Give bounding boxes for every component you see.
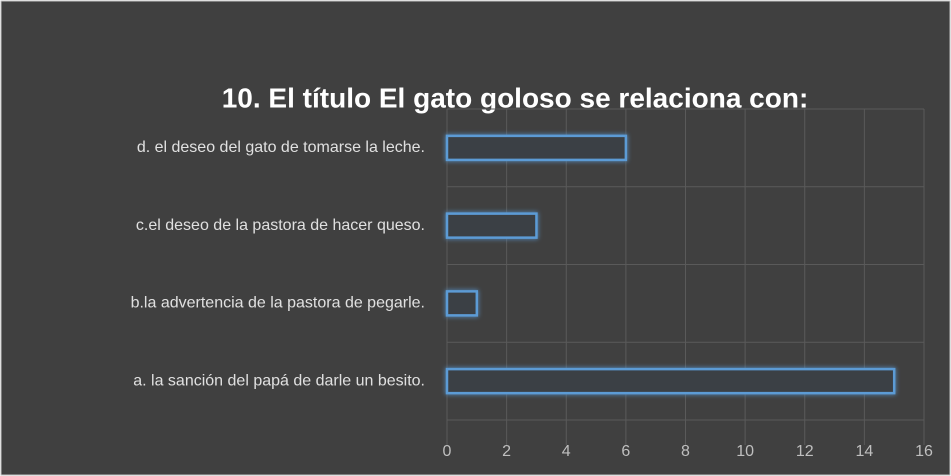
y-tick-label: d. el deseo del gato de tomarse la leche… (137, 139, 425, 156)
chart-title: 10. El título El gato goloso se relacion… (222, 82, 809, 113)
bar (445, 134, 628, 162)
x-tick-label: 4 (562, 443, 571, 460)
bar (445, 212, 538, 239)
y-tick-label: b.la advertencia de la pastora de pegarl… (131, 295, 425, 312)
x-tick-label: 16 (915, 443, 933, 460)
x-tick-label: 14 (855, 443, 873, 460)
bar (445, 367, 896, 395)
bar (445, 290, 479, 317)
x-tick-label: 12 (796, 443, 814, 460)
x-tick-label: 6 (621, 443, 630, 460)
x-tick-label: 8 (681, 443, 690, 460)
x-tick-label: 2 (502, 443, 511, 460)
y-tick-label: a. la sanción del papá de darle un besit… (133, 372, 425, 389)
y-tick-label: c.el deseo de la pastora de hacer queso. (136, 217, 425, 234)
x-tick-label: 10 (736, 443, 754, 460)
x-tick-label: 0 (443, 443, 452, 460)
